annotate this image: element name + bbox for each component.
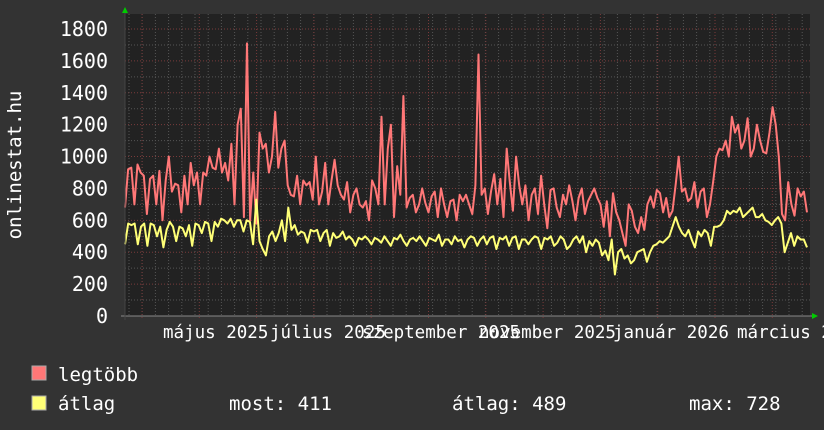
- y-axis-arrow-icon: [122, 7, 128, 13]
- x-tick-label: május 2025: [163, 323, 268, 343]
- y-tick-label: 600: [72, 208, 108, 232]
- x-tick-label: november 2025: [479, 323, 616, 343]
- x-axis-arrow-icon: [812, 313, 818, 319]
- y-tick-label: 1200: [60, 113, 108, 137]
- y-tick-label: 400: [72, 240, 108, 264]
- y-axis-labels: 0 200 400 600 800 1000 1200 1400 1600 1800: [60, 17, 108, 328]
- y-tick-label: 1800: [60, 17, 108, 41]
- y-tick-label: 800: [72, 176, 108, 200]
- stat-max: max: 728: [689, 393, 781, 415]
- y-tick-label: 1400: [60, 81, 108, 105]
- y-tick-label: 1000: [60, 145, 108, 169]
- x-tick-label: szeptember 2025: [362, 323, 520, 343]
- x-tick-label: július 2025: [270, 323, 386, 343]
- legend-label-atlag: átlag: [58, 393, 115, 415]
- y-axis-title: onlinestat.hu: [4, 91, 26, 240]
- y-tick-label: 1600: [60, 49, 108, 73]
- series-lines: [124, 42, 808, 276]
- x-tick-label: január 2026: [613, 323, 729, 343]
- y-tick-label: 0: [96, 304, 108, 328]
- series-line-atlag: [124, 198, 808, 276]
- stat-most: most: 411: [229, 393, 332, 415]
- y-tick-label: 200: [72, 272, 108, 296]
- legend-label-legtobb: legtöbb: [58, 364, 138, 386]
- legend-swatch-legtobb: [31, 365, 47, 381]
- legend-swatch-atlag: [31, 395, 47, 411]
- plot-area: [125, 14, 810, 316]
- stat-atlag: átlag: 489: [452, 393, 566, 415]
- series-line-legtobb: [124, 42, 808, 247]
- x-tick-label: március 2026: [737, 323, 824, 343]
